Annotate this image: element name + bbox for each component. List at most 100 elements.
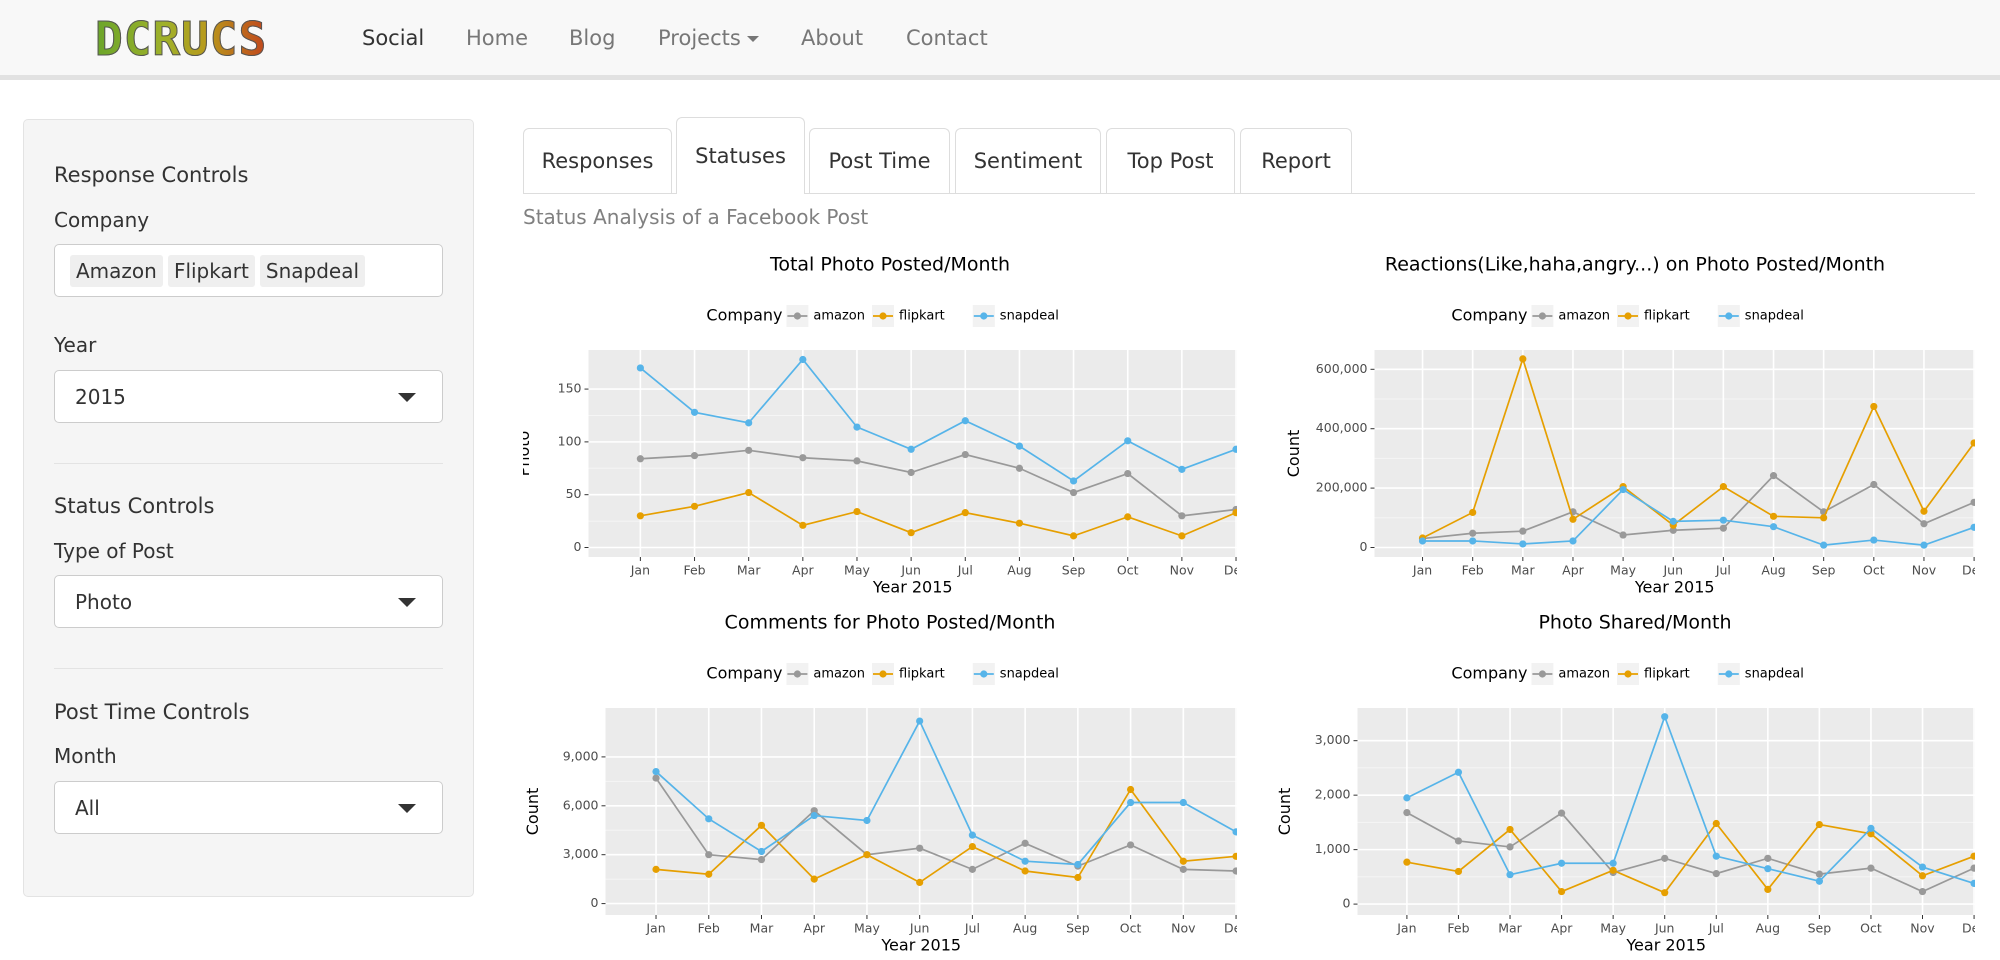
tab[interactable]: Sentiment	[955, 128, 1101, 193]
legend-key-point	[1725, 312, 1733, 320]
input-label: Month	[54, 744, 117, 768]
brand[interactable]: DCRUCS	[94, 12, 268, 67]
series-line	[640, 449, 1237, 517]
x-tick-label: May	[854, 921, 880, 936]
data-point	[1970, 864, 1975, 872]
data-point	[636, 364, 644, 372]
legend-label: amazon	[1558, 309, 1610, 324]
x-tick-label: Jul	[964, 921, 980, 936]
data-point	[1506, 871, 1514, 879]
data-point	[1920, 541, 1928, 549]
tag[interactable]: Amazon	[70, 255, 163, 287]
data-point	[1179, 798, 1187, 807]
x-tick-label: Nov	[1910, 921, 1935, 936]
data-point	[853, 457, 861, 465]
data-point	[1769, 472, 1778, 480]
tag[interactable]: Snapdeal	[259, 255, 366, 287]
x-tick-label: Jun	[1662, 563, 1683, 578]
chart-title: Comments for Photo Posted/Month	[725, 612, 1056, 634]
x-tick-label: Jan	[645, 921, 665, 936]
y-axis-title: Count	[1284, 430, 1303, 478]
x-tick-label: Apr	[803, 921, 825, 936]
series-line	[640, 491, 1237, 537]
chart: Reactions(Like,haha,angry...) on Photo P…	[1284, 254, 1975, 597]
x-tick-label: Jul	[1708, 921, 1724, 936]
select[interactable]: Photo	[54, 575, 443, 628]
x-tick-label: Nov	[1170, 563, 1195, 578]
data-point	[968, 842, 977, 851]
legend-key-point	[980, 312, 988, 320]
data-point	[1126, 785, 1135, 794]
data-point	[1021, 857, 1029, 865]
x-tick-label: Feb	[1447, 921, 1469, 936]
select-value: All	[75, 796, 100, 820]
data-point	[1126, 841, 1135, 849]
y-tick-label: 0	[1343, 896, 1351, 911]
series-line	[1422, 356, 1975, 539]
x-tick-label: Oct	[1117, 563, 1139, 578]
select[interactable]: All	[54, 781, 443, 834]
plot-panel	[588, 350, 1237, 557]
x-tick-label: Feb	[698, 921, 720, 936]
data-point	[1454, 768, 1463, 776]
data-point	[1418, 537, 1427, 545]
nav-dropdown[interactable]: Projects	[658, 26, 759, 50]
data-point	[1015, 519, 1024, 527]
legend-label: amazon	[813, 667, 865, 682]
data-point	[1124, 469, 1132, 478]
tab[interactable]: Report	[1240, 128, 1352, 193]
tab-divider	[523, 193, 1975, 194]
x-tick-label: Dec	[1962, 563, 1975, 578]
x-axis-title: Year 2015	[880, 936, 961, 955]
data-point	[1015, 464, 1024, 472]
data-point	[1769, 512, 1778, 520]
data-point	[1124, 437, 1132, 445]
x-tick-label: Aug	[1007, 563, 1031, 578]
tag[interactable]: Flipkart	[167, 255, 255, 287]
chart: Photo Shared/Month 0 1,000 2,000 3,000 Jan Feb…	[1275, 612, 1975, 955]
y-tick-label: 3,000	[1315, 732, 1351, 747]
nav-link[interactable]: Contact	[906, 26, 988, 50]
x-tick-label: Mar	[1511, 563, 1535, 578]
subtitle: Status Analysis of a Facebook Post	[523, 205, 869, 229]
data-point	[690, 502, 699, 510]
data-point	[1403, 808, 1411, 817]
nav-link[interactable]: Social	[362, 26, 425, 50]
data-point	[1970, 498, 1975, 506]
x-tick-label: Jun	[909, 921, 930, 936]
select[interactable]: 2015	[54, 370, 443, 423]
x-tick-label: Mar	[750, 921, 774, 936]
tab-active[interactable]: Statuses	[676, 117, 805, 194]
data-point	[1069, 488, 1078, 497]
data-point	[961, 417, 969, 425]
data-point	[705, 870, 713, 878]
y-tick-label: 1,000	[1315, 841, 1351, 856]
chart: Comments for Photo Posted/Month 0 3,000 6,0…	[523, 612, 1237, 955]
y-tick-label: 9,000	[563, 748, 599, 763]
data-point	[1469, 508, 1477, 517]
nav-link[interactable]: About	[801, 26, 864, 50]
series-line	[655, 777, 1237, 872]
data-point	[961, 450, 969, 459]
y-tick-label: 0	[1360, 539, 1368, 554]
multi-select[interactable]: Amazon Flipkart Snapdeal	[54, 244, 443, 297]
data-point	[853, 423, 861, 431]
nav-link[interactable]: Home	[466, 26, 529, 50]
data-point	[1232, 852, 1237, 860]
tab[interactable]: Top Post	[1106, 128, 1235, 193]
legend-key-point	[879, 312, 887, 320]
data-point	[916, 878, 924, 887]
data-point	[1609, 866, 1617, 874]
legend-label: flipkart	[1644, 667, 1690, 682]
x-tick-label: Apr	[1562, 563, 1584, 578]
data-point	[1918, 872, 1927, 880]
data-point	[1719, 516, 1727, 524]
nav-link[interactable]: Blog	[569, 26, 616, 50]
tab[interactable]: Post Time	[809, 128, 950, 193]
data-point	[1454, 837, 1463, 845]
legend-key-point	[1538, 670, 1546, 678]
data-point	[1609, 859, 1617, 867]
tab[interactable]: Responses	[523, 128, 672, 193]
